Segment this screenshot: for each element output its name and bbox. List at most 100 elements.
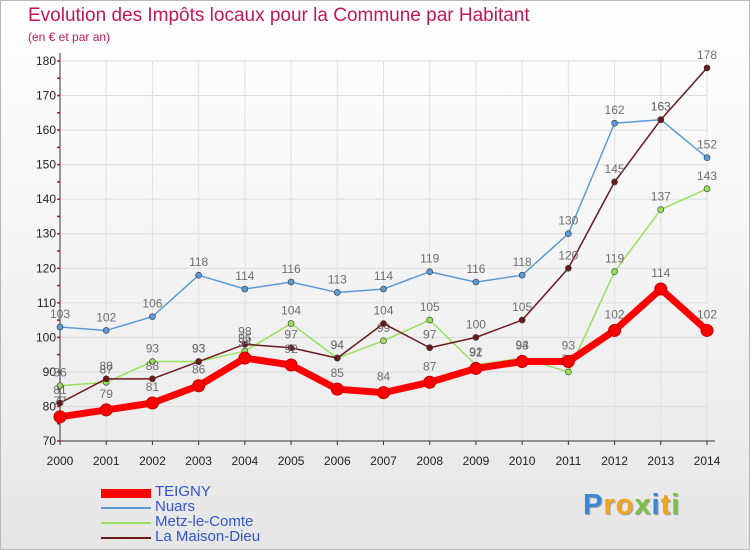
data-point: [149, 313, 156, 320]
data-point: [611, 178, 618, 186]
x-tick-label: 2008: [416, 454, 443, 468]
y-tick-label: 110: [37, 296, 56, 310]
x-tick-label: 2001: [93, 454, 120, 468]
data-point: [469, 361, 483, 375]
data-point: [333, 289, 341, 296]
legend-label: Metz-le-Comte: [155, 513, 254, 530]
y-tick-label: 170: [36, 89, 56, 103]
data-point: [426, 316, 434, 324]
data-point: [472, 278, 480, 286]
legend-label: Nuars: [155, 498, 196, 515]
data-label: 94: [331, 338, 345, 352]
data-label: 81: [53, 383, 67, 397]
data-point: [561, 355, 575, 369]
data-point: [145, 396, 159, 410]
logo-letter: t: [660, 489, 672, 521]
y-tick-label: 140: [36, 192, 56, 206]
data-label: 102: [605, 307, 625, 321]
data-point: [518, 271, 526, 279]
data-label: 118: [189, 255, 208, 269]
data-point: [518, 316, 526, 324]
data-point: [53, 410, 67, 424]
y-tick-label: 80: [43, 399, 57, 413]
x-tick-label: 2004: [232, 454, 259, 468]
data-point: [611, 268, 618, 276]
data-point: [241, 340, 249, 348]
legend-item: TEIGNY: [101, 484, 401, 501]
data-label: 88: [100, 359, 114, 373]
data-label: 103: [50, 307, 70, 321]
data-point: [192, 379, 206, 393]
data-point: [472, 334, 480, 341]
data-point: [426, 268, 434, 276]
legend-swatch: [101, 522, 151, 524]
data-label: 93: [515, 339, 529, 353]
chart-title: Evolution des Impôts locaux pour la Comm…: [28, 5, 530, 26]
legend-item: La Maison-Dieu: [101, 529, 401, 546]
data-label: 163: [651, 100, 671, 114]
data-label: 137: [651, 190, 671, 204]
data-point: [515, 355, 529, 369]
data-point: [377, 386, 390, 400]
data-label: 162: [605, 103, 625, 117]
data-label: 102: [697, 307, 717, 321]
data-point: [426, 344, 434, 352]
y-tick-label: 160: [36, 123, 56, 137]
data-label: 84: [377, 370, 391, 384]
x-tick-label: 2000: [47, 454, 74, 468]
data-label: 77: [53, 394, 67, 408]
data-label: 114: [374, 269, 393, 283]
y-tick-label: 120: [36, 261, 56, 275]
data-label: 106: [142, 297, 162, 311]
series-teigny: 77 79 81 86 94 92 85 84 87 91 93 93 102 114 102: [53, 266, 717, 424]
logo-letter: i: [651, 489, 661, 521]
x-tick-label: 2013: [647, 454, 674, 468]
data-label: 86: [53, 366, 67, 380]
data-label: 143: [697, 169, 717, 183]
data-label: 100: [466, 317, 486, 331]
data-label: 105: [512, 300, 532, 314]
y-tick-label: 90: [43, 365, 57, 379]
data-point: [700, 323, 714, 337]
data-label: 88: [146, 359, 160, 373]
data-point: [149, 358, 156, 365]
data-label: 94: [515, 338, 529, 352]
data-point: [565, 368, 572, 376]
data-label: 145: [605, 162, 625, 176]
legend-item: Nuars: [101, 498, 401, 516]
data-point: [654, 282, 668, 296]
data-label: 93: [192, 342, 206, 356]
data-label: 81: [146, 380, 160, 394]
series-la-maison-dieu: 81 88 88 93 98 97 94 104 97 100 105 120 145 163 178: [53, 48, 717, 407]
data-point: [238, 351, 252, 365]
data-label: 97: [284, 328, 298, 342]
y-tick-label: 130: [36, 227, 56, 241]
data-label: 152: [697, 138, 717, 152]
data-point: [330, 382, 344, 396]
data-label: 120: [558, 248, 578, 262]
data-point: [703, 154, 711, 162]
data-label: 118: [513, 255, 532, 269]
x-tick-label: 2014: [694, 454, 721, 468]
data-point: [99, 403, 113, 417]
data-point: [423, 375, 437, 389]
data-label: 114: [651, 266, 670, 280]
y-tick-label: 70: [43, 434, 57, 448]
data-label: 113: [328, 272, 347, 286]
x-tick-label: 2012: [601, 454, 628, 468]
y-tick-label: 150: [36, 158, 56, 172]
data-point: [287, 320, 295, 327]
data-point: [149, 375, 156, 383]
data-label: 116: [466, 262, 485, 276]
x-tick-label: 2003: [185, 454, 212, 468]
legend-swatch: [101, 507, 151, 509]
data-label: 97: [423, 328, 437, 342]
data-point: [195, 358, 202, 365]
data-label: 102: [96, 310, 116, 324]
data-label: 94: [331, 338, 345, 352]
x-tick-label: 2006: [324, 454, 351, 468]
data-label: 91: [469, 345, 483, 359]
data-point: [56, 323, 64, 331]
data-point: [565, 230, 572, 238]
